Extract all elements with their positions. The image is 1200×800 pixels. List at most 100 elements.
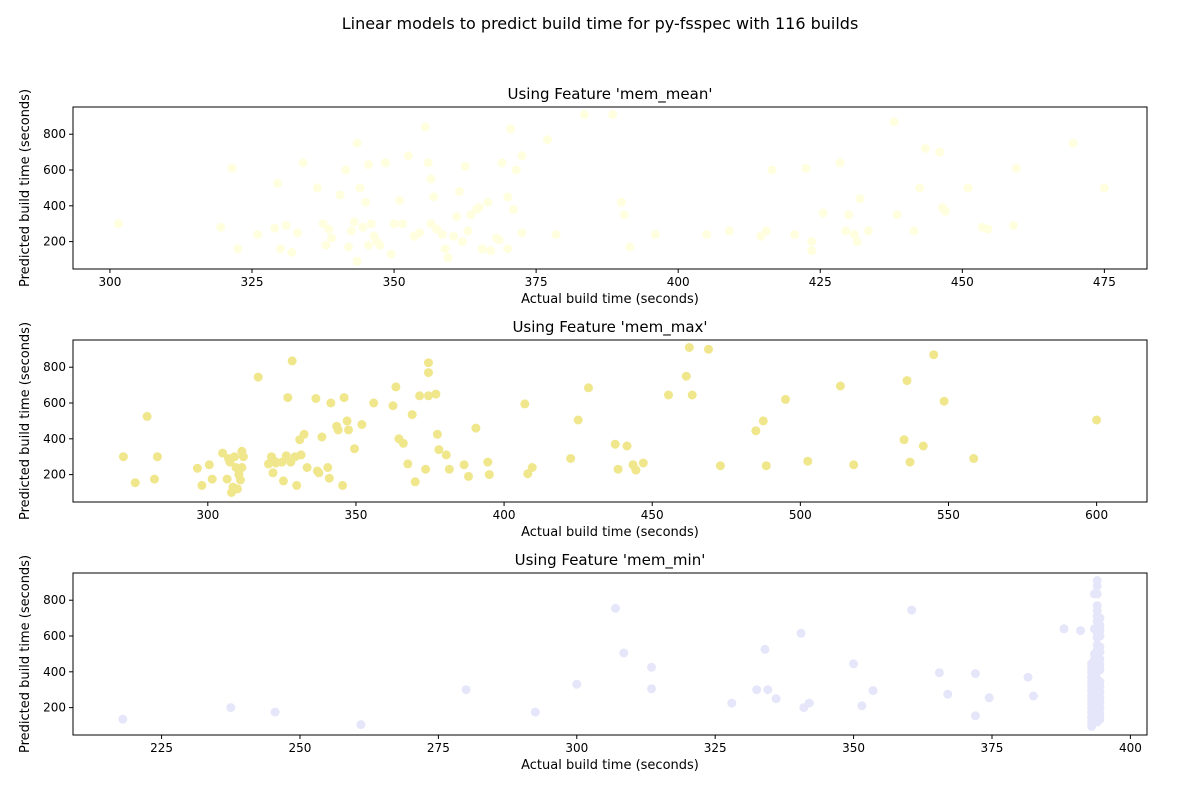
data-point [857, 701, 867, 711]
y-tick-label: 600 [43, 163, 66, 177]
data-point [230, 452, 239, 462]
data-point [484, 470, 494, 480]
data-point [1092, 415, 1102, 425]
data-point [440, 244, 450, 254]
data-point [852, 237, 862, 247]
axes-frame [72, 572, 1148, 736]
data-point [684, 343, 694, 352]
data-point [807, 246, 817, 256]
data-point [443, 253, 453, 263]
data-point [613, 464, 623, 474]
data-point [520, 399, 530, 409]
x-tick-label: 325 [704, 741, 727, 755]
data-point [204, 460, 214, 470]
data-point [664, 390, 673, 400]
data-point [970, 669, 980, 679]
data-point [237, 463, 247, 472]
data-point [420, 122, 430, 132]
data-point [317, 432, 327, 442]
data-point [278, 476, 288, 486]
data-point [457, 237, 467, 247]
subplot-1: 300 325 350 375 400 425 450 475 200 400 600 800 Usin… [18, 85, 1148, 307]
x-tick-label: 350 [344, 508, 367, 522]
data-point [358, 222, 368, 232]
data-point [454, 187, 464, 196]
data-point [426, 174, 436, 184]
data-point [357, 420, 367, 429]
data-point [197, 480, 207, 490]
data-point [441, 450, 451, 460]
data-point [638, 458, 648, 468]
data-point [796, 628, 806, 638]
data-point [818, 208, 828, 218]
data-point [915, 183, 925, 193]
data-point [424, 358, 433, 368]
data-point [474, 203, 484, 213]
data-point [118, 452, 128, 462]
data-point [1092, 589, 1102, 599]
data-point [253, 372, 263, 382]
data-point [333, 425, 343, 435]
data-point [803, 456, 813, 466]
data-point [1059, 624, 1069, 634]
data-point [429, 192, 439, 202]
data-point [386, 249, 396, 259]
data-point [804, 698, 814, 708]
y-tick-label: 400 [43, 665, 66, 679]
data-point [466, 210, 476, 220]
data-point [619, 210, 629, 220]
data-point [767, 165, 777, 175]
data-point [292, 480, 302, 490]
data-point [687, 390, 697, 400]
data-point [1095, 620, 1105, 630]
data-point [366, 219, 376, 229]
data-point [424, 368, 433, 378]
data-point [130, 478, 140, 488]
data-point [349, 217, 359, 227]
x-tick-label: 350 [842, 741, 865, 755]
data-point [1023, 672, 1033, 682]
data-point [369, 398, 379, 408]
data-point [1095, 654, 1105, 664]
y-tick-label: 200 [43, 468, 66, 482]
data-point [335, 190, 345, 200]
y-tick-label: 200 [43, 701, 66, 715]
y-tick-label: 400 [43, 199, 66, 213]
data-point [579, 110, 589, 119]
data-point [622, 441, 632, 451]
y-tick-label: 800 [43, 360, 66, 374]
x-axis-label: Actual build time (seconds) [521, 758, 699, 773]
x-tick-label: 425 [809, 275, 832, 289]
y-axis-label: Predicted build time (seconds) [18, 89, 33, 287]
data-point [918, 441, 928, 451]
scatter-series [118, 343, 1102, 497]
data-point [395, 195, 405, 205]
data-point [864, 226, 874, 236]
data-point [1009, 221, 1018, 230]
x-tick-label: 275 [427, 741, 450, 755]
data-point [758, 416, 768, 426]
data-point [984, 693, 994, 703]
data-point [403, 459, 413, 469]
data-point [207, 474, 217, 484]
data-point [508, 204, 518, 214]
data-point [352, 138, 362, 148]
data-point [1029, 691, 1038, 701]
data-point [855, 194, 865, 204]
data-point [909, 226, 919, 236]
data-point [486, 246, 496, 256]
data-point [150, 474, 159, 484]
y-tick-label: 800 [43, 127, 66, 141]
data-point [503, 244, 513, 254]
y-tick-label: 600 [43, 396, 66, 410]
data-point [566, 454, 576, 463]
data-point [801, 163, 811, 173]
data-point [281, 451, 291, 461]
data-point [608, 110, 618, 119]
data-point [849, 659, 859, 669]
data-point [364, 160, 373, 170]
subplot-2: 300 350 400 450 500 550 600 200 400 600 800 Using F… [18, 318, 1148, 540]
x-tick-label: 375 [525, 275, 548, 289]
